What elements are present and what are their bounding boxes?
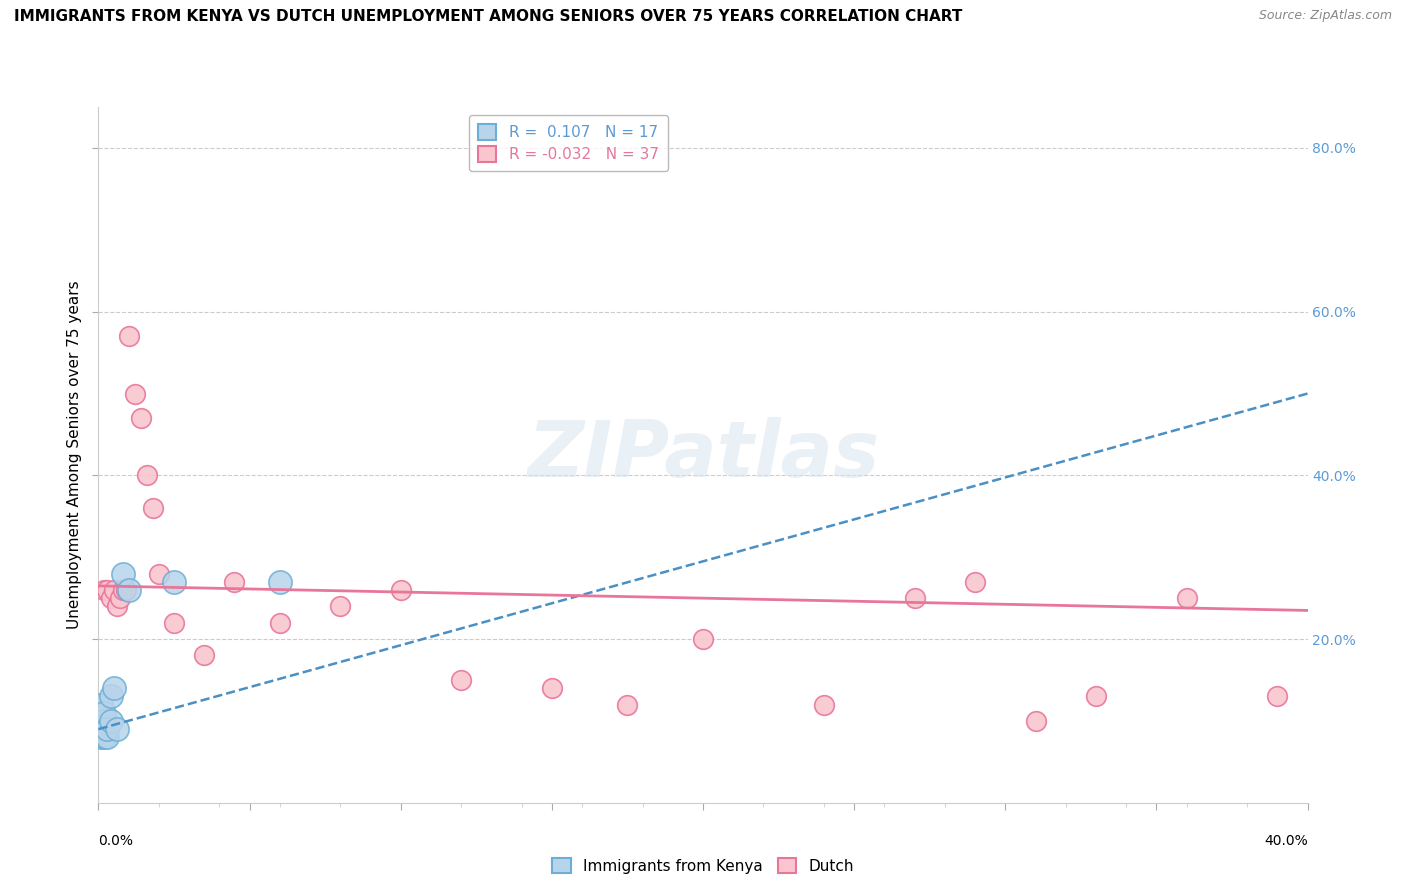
Point [389, 582, 412, 597]
Text: 0.0%: 0.0% [98, 834, 134, 848]
Point [93, 722, 115, 736]
Point [118, 329, 141, 343]
Point [124, 386, 146, 401]
Point [111, 566, 134, 581]
Point [163, 615, 186, 630]
Point [90, 714, 112, 728]
Point [100, 591, 122, 606]
Point [1085, 690, 1108, 704]
Point [90, 698, 112, 712]
Point [96, 714, 118, 728]
Point [450, 673, 472, 687]
Point [193, 648, 215, 663]
Point [90, 731, 112, 745]
Point [135, 468, 157, 483]
Point [329, 599, 352, 614]
Point [224, 574, 246, 589]
Text: Source: ZipAtlas.com: Source: ZipAtlas.com [1258, 9, 1392, 22]
Point [105, 599, 128, 614]
Point [142, 501, 165, 516]
Point [96, 722, 118, 736]
Point [103, 582, 125, 597]
Point [103, 681, 125, 696]
Point [616, 698, 638, 712]
Point [105, 722, 128, 736]
Point [93, 731, 115, 745]
Point [965, 574, 987, 589]
Point [108, 591, 131, 606]
Point [96, 731, 118, 745]
Legend: R =  0.107   N = 17, R = -0.032   N = 37: R = 0.107 N = 17, R = -0.032 N = 37 [468, 115, 668, 171]
Point [100, 714, 122, 728]
Point [1267, 690, 1289, 704]
Legend: Immigrants from Kenya, Dutch: Immigrants from Kenya, Dutch [546, 852, 860, 880]
Point [90, 731, 112, 745]
Point [114, 582, 136, 597]
Point [93, 731, 115, 745]
Point [148, 566, 170, 581]
Point [129, 411, 152, 425]
Point [93, 582, 115, 597]
Point [163, 574, 186, 589]
Point [1175, 591, 1198, 606]
Y-axis label: Unemployment Among Seniors over 75 years: Unemployment Among Seniors over 75 years [66, 281, 82, 629]
Point [100, 690, 122, 704]
Point [93, 722, 115, 736]
Point [540, 681, 562, 696]
Point [111, 582, 134, 597]
Point [692, 632, 714, 646]
Point [904, 591, 927, 606]
Text: ZIPatlas: ZIPatlas [527, 417, 879, 493]
Text: IMMIGRANTS FROM KENYA VS DUTCH UNEMPLOYMENT AMONG SENIORS OVER 75 YEARS CORRELAT: IMMIGRANTS FROM KENYA VS DUTCH UNEMPLOYM… [14, 9, 963, 24]
Point [269, 574, 291, 589]
Point [269, 615, 291, 630]
Point [90, 698, 112, 712]
Point [1024, 714, 1046, 728]
Point [90, 714, 112, 728]
Point [118, 582, 141, 597]
Point [93, 714, 115, 728]
Text: 40.0%: 40.0% [1264, 834, 1308, 848]
Point [813, 698, 835, 712]
Point [96, 582, 118, 597]
Point [93, 706, 115, 720]
